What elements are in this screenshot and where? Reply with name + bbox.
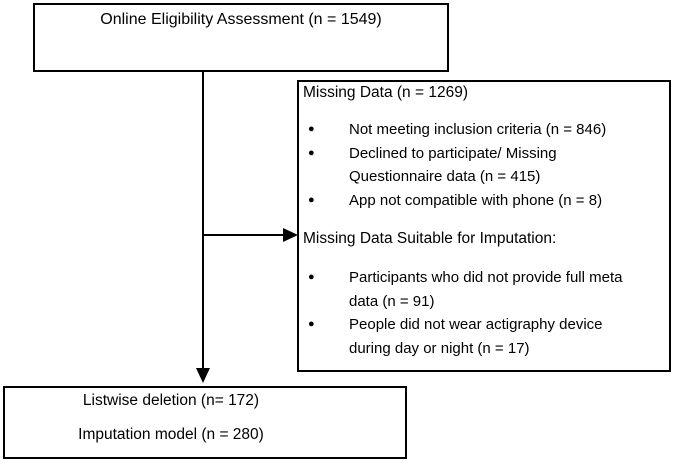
listwise-deletion-label: Listwise deletion (n= 172) (82, 392, 260, 409)
arrow-right-head-icon (283, 228, 298, 242)
list-item: ● Declined to participate/ Missing Quest… (301, 142, 667, 189)
online-eligibility-label: Online Eligibility Assessment (n = 1549) (100, 11, 382, 28)
bullet-no-full-meta-data: Participants who did not provide full me… (349, 269, 623, 310)
bullet-icon: ● (308, 271, 315, 283)
box-missing-data: Missing Data (n = 1269) ● Not meeting in… (297, 80, 671, 372)
missing-data-bullet-list: ● Not meeting inclusion criteria (n = 84… (301, 118, 667, 212)
bullet-icon: ● (308, 123, 315, 135)
missing-data-title: Missing Data (n = 1269) (303, 84, 468, 101)
bullet-icon: ● (308, 146, 315, 159)
list-item: ● Participants who did not provide full … (301, 266, 667, 313)
arrow-right-line (203, 234, 284, 236)
list-item: ● People did not wear actigraphy device … (301, 313, 667, 360)
list-item: ● Not meeting inclusion criteria (n = 84… (301, 118, 667, 142)
arrow-down-line (202, 72, 204, 368)
box-online-eligibility: Online Eligibility Assessment (n = 1549) (33, 3, 449, 72)
bullet-icon: ● (308, 193, 315, 206)
bullet-app-not-compatible: App not compatible with phone (n = 8) (349, 191, 603, 209)
imputation-bullet-list: ● Participants who did not provide full … (301, 266, 667, 360)
bullet-declined-participate: Declined to participate/ Missing Questio… (349, 144, 557, 186)
bullet-icon: ● (308, 318, 315, 330)
arrow-down-head-icon (196, 368, 210, 383)
missing-data-imputation-subtitle: Missing Data Suitable for Imputation: (303, 230, 557, 247)
imputation-model-label: Imputation model (n = 280) (78, 426, 264, 443)
bullet-no-actigraphy-device: People did not wear actigraphy device du… (349, 316, 603, 357)
bullet-not-meeting-criteria: Not meeting inclusion criteria (n = 846) (349, 121, 607, 138)
list-item: ● App not compatible with phone (n = 8) (301, 189, 667, 213)
box-analysis-models: Listwise deletion (n= 172) Imputation mo… (3, 386, 407, 459)
